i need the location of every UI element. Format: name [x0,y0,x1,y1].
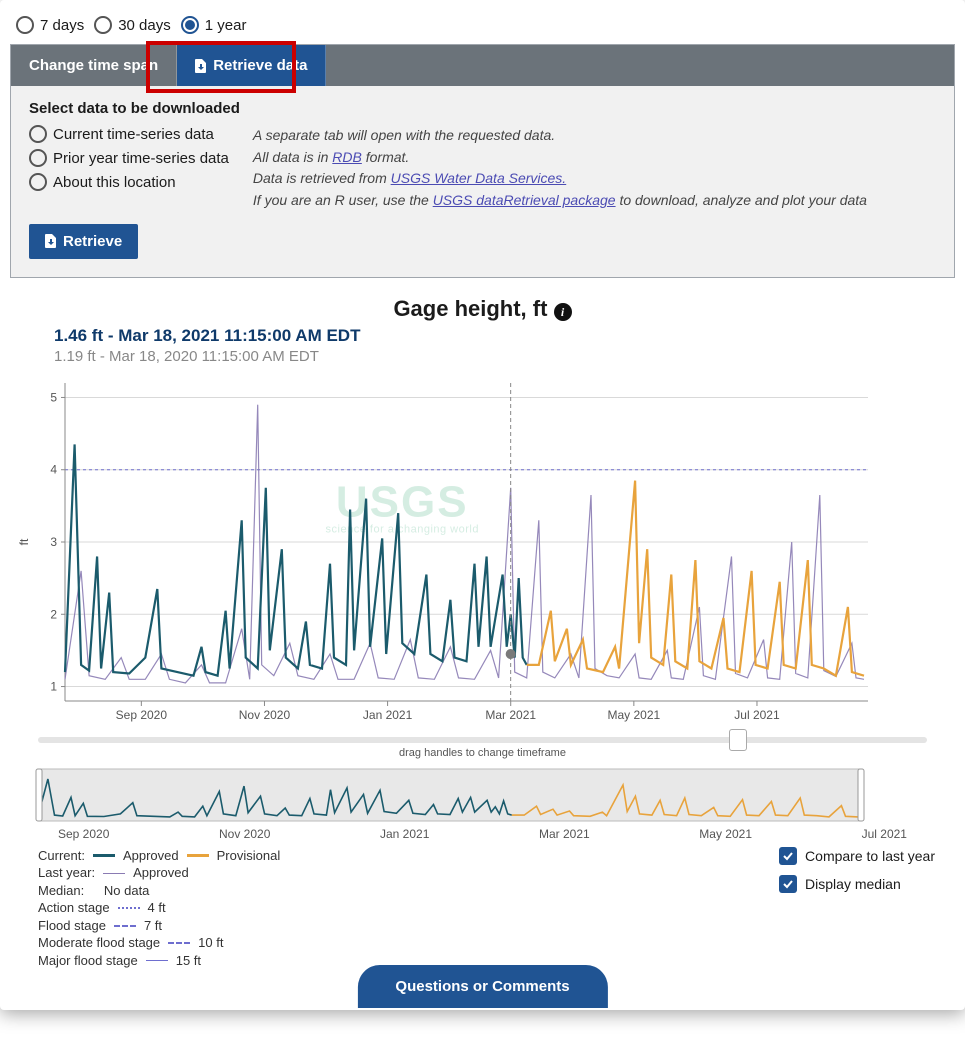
tab-change-timespan[interactable]: Change time span [11,45,177,86]
checkbox-label: Compare to last year [805,848,935,864]
button-label: Retrieve [63,233,122,250]
svg-text:Sep 2020: Sep 2020 [116,708,168,722]
swatch-moderate [168,942,190,944]
overview-chart[interactable]: Sep 2020Nov 2020Jan 2021Mar 2021May 2021… [30,765,935,841]
svg-text:3: 3 [50,535,57,549]
svg-text:USGS: USGS [336,477,469,526]
checkbox-icon [779,875,797,893]
svg-text:Jan 2021: Jan 2021 [363,708,413,722]
radio-icon [16,16,34,34]
timespan-radio-1year[interactable]: 1 year [181,16,247,34]
tab-retrieve-data[interactable]: Retrieve data [177,45,326,86]
swatch-major [146,960,168,961]
svg-text:4: 4 [50,462,57,476]
svg-text:ft: ft [17,538,31,545]
swatch-flood [114,925,136,927]
checkbox-compare[interactable]: Compare to last year [779,847,935,865]
download-panel-body: Select data to be downloaded Current tim… [11,86,954,277]
tab-label: Retrieve data [213,57,307,74]
radio-label: Current time-series data [53,126,214,143]
slider-handle[interactable] [729,729,747,751]
download-panel: Change time span Retrieve data Select da… [10,44,955,278]
legend-area: Current: Approved Provisional Last year:… [10,841,955,970]
overview-xticks: Sep 2020Nov 2020Jan 2021Mar 2021May 2021… [30,825,935,841]
swatch-approved [93,854,115,857]
link-dataretrieval[interactable]: USGS dataRetrieval package [433,192,616,208]
radio-icon [94,16,112,34]
download-file-icon [45,234,57,248]
slider-caption: drag handles to change timeframe [38,747,927,759]
tab-bar: Change time span Retrieve data [11,45,954,86]
download-info-text: A separate tab will open with the reques… [253,125,867,212]
tab-label: Change time span [29,57,158,74]
swatch-action [118,907,140,909]
timespan-radio-7days[interactable]: 7 days [16,16,84,34]
overview-chart-svg [30,765,870,825]
radio-icon [29,125,47,143]
svg-text:Jul 2021: Jul 2021 [734,708,780,722]
svg-text:1: 1 [50,679,57,693]
download-option-about[interactable]: About this location [29,173,229,191]
swatch-lastyear [103,873,125,874]
checkbox-label: Display median [805,876,901,892]
questions-comments-button[interactable]: Questions or Comments [357,965,607,1008]
download-file-icon [195,59,207,73]
current-reading: 1.46 ft - Mar 18, 2021 11:15:00 AM EDT [54,326,955,346]
svg-text:Nov 2020: Nov 2020 [239,708,291,722]
radio-label: 7 days [40,17,84,34]
legend-right: Compare to last year Display median [779,847,935,893]
radio-icon [181,16,199,34]
main-chart-svg: 12345ftUSGSscience for a changing worldS… [10,371,880,731]
radio-icon [29,173,47,191]
chart-title: Gage height, ft i [10,296,955,322]
legend-left: Current: Approved Provisional Last year:… [38,847,280,970]
button-label: Questions or Comments [395,978,569,995]
svg-text:Mar 2021: Mar 2021 [485,708,536,722]
checkbox-median[interactable]: Display median [779,875,935,893]
link-usgs-services[interactable]: USGS Water Data Services. [391,170,567,186]
prior-reading: 1.19 ft - Mar 18, 2020 11:15:00 AM EDT [54,348,955,365]
svg-text:May 2021: May 2021 [607,708,660,722]
main-chart[interactable]: 12345ftUSGSscience for a changing worldS… [10,371,955,731]
link-rdb[interactable]: RDB [332,149,362,165]
download-option-prior[interactable]: Prior year time-series data [29,149,229,167]
radio-label: 1 year [205,17,247,34]
radio-icon [29,149,47,167]
timeframe-slider[interactable]: drag handles to change timeframe [10,731,955,759]
info-icon[interactable]: i [554,303,572,321]
download-option-current[interactable]: Current time-series data [29,125,229,143]
timespan-radio-group: 7 days 30 days 1 year [10,10,955,44]
download-option-list: Current time-series data Prior year time… [29,125,229,191]
radio-label: Prior year time-series data [53,150,229,167]
radio-label: About this location [53,174,176,191]
checkbox-icon [779,847,797,865]
slider-track [38,737,927,743]
radio-label: 30 days [118,17,171,34]
swatch-provisional [187,854,209,857]
retrieve-button[interactable]: Retrieve [29,224,138,259]
svg-text:2: 2 [50,607,57,621]
timespan-radio-30days[interactable]: 30 days [94,16,171,34]
svg-text:5: 5 [50,390,57,404]
download-panel-title: Select data to be downloaded [29,100,936,117]
app-frame: 7 days 30 days 1 year Change time span R… [0,0,965,1010]
